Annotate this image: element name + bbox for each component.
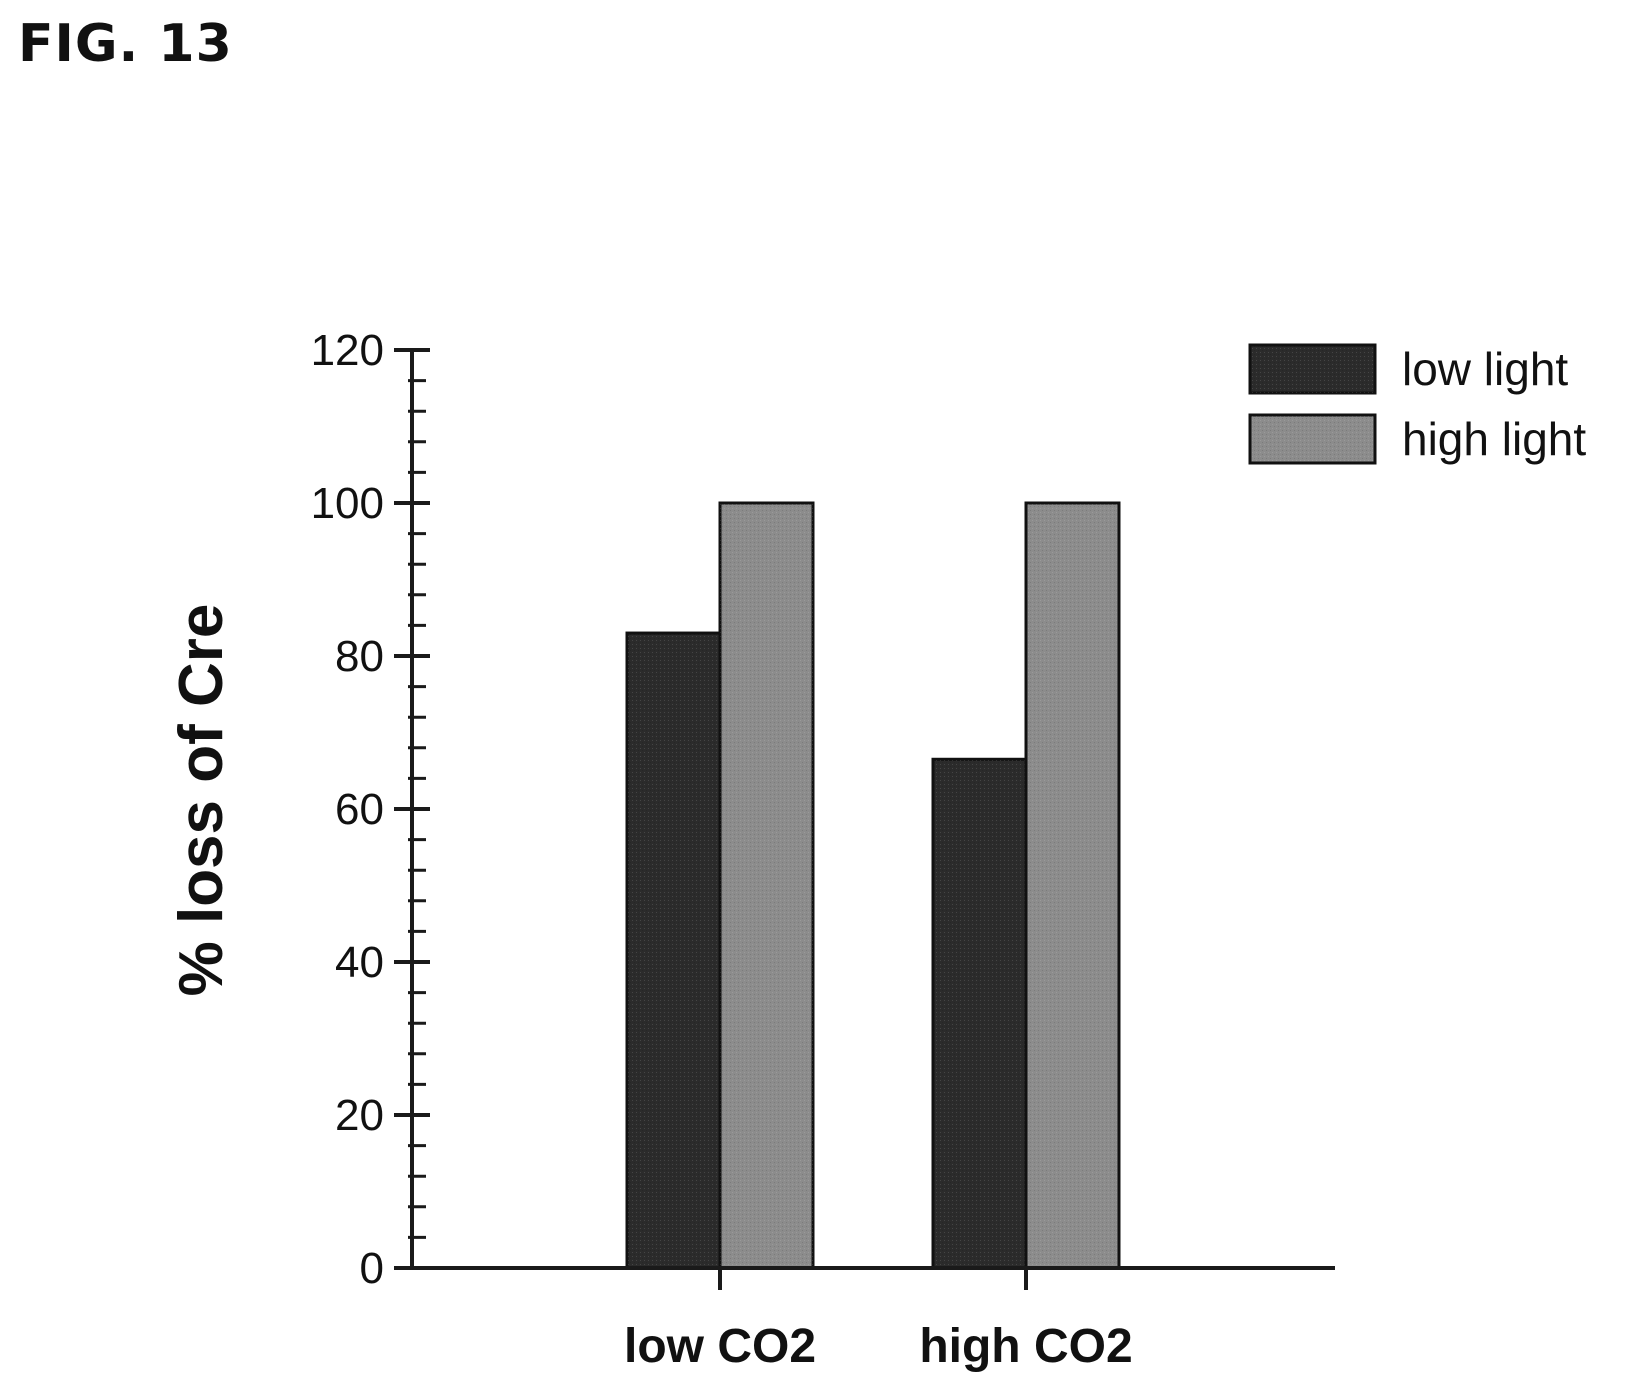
- figure-label: FIG. 13: [18, 14, 233, 74]
- bar-texture: [627, 633, 720, 1268]
- legend-label-low-light: low light: [1402, 343, 1568, 395]
- legend-swatch-texture: [1250, 345, 1375, 393]
- y-tick-label: 80: [335, 632, 384, 681]
- bar-texture: [720, 503, 813, 1268]
- y-tick-label: 0: [360, 1244, 384, 1293]
- legend: low light high light: [1248, 343, 1586, 465]
- x-category-label: high CO2: [919, 1320, 1132, 1373]
- bar-texture: [933, 759, 1026, 1268]
- y-axis-label: % loss of Cre: [167, 604, 236, 997]
- y-tick-label: 100: [311, 479, 384, 528]
- bars-group: [625, 501, 1121, 1270]
- legend-label-high-light: high light: [1402, 413, 1586, 465]
- y-tick-label: 20: [335, 1091, 384, 1140]
- axes-group: 0 20 40 60 80 100 120 low CO2 high CO2: [311, 326, 1335, 1373]
- y-tick-label: 120: [311, 326, 384, 375]
- y-tick-label: 60: [335, 785, 384, 834]
- bar-texture: [1026, 503, 1119, 1268]
- x-category-label: low CO2: [624, 1320, 816, 1373]
- y-tick-label: 40: [335, 938, 384, 987]
- legend-swatch-texture: [1250, 415, 1375, 463]
